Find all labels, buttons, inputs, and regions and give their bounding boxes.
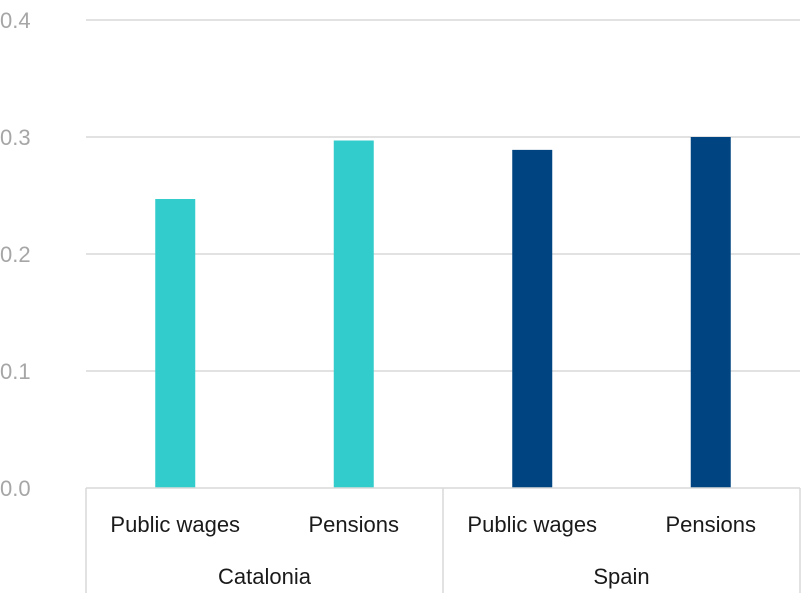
y-tick-label: 0.2 <box>0 242 31 267</box>
y-tick-label: 0.1 <box>0 359 31 384</box>
bar-spain-pensions <box>691 137 731 488</box>
y-tick-label: 0.3 <box>0 125 31 150</box>
x-category-label: Pensions <box>665 512 756 537</box>
x-category-label: Public wages <box>467 512 597 537</box>
bar-spain-public-wages <box>512 150 552 488</box>
y-tick-label: 0.0 <box>0 476 31 501</box>
x-group-label: Catalonia <box>218 564 312 589</box>
x-category-label: Public wages <box>110 512 240 537</box>
x-group-label: Spain <box>593 564 649 589</box>
bar-catalonia-pensions <box>334 141 374 488</box>
bar-catalonia-public-wages <box>155 199 195 488</box>
x-axis: Public wages Pensions Catalonia Public wage… <box>86 488 800 593</box>
bars <box>155 137 731 488</box>
y-axis-ticks: 0.0 0.1 0.2 0.3 0.4 <box>0 8 31 501</box>
x-category-label: Pensions <box>308 512 399 537</box>
y-tick-label: 0.4 <box>0 8 31 33</box>
